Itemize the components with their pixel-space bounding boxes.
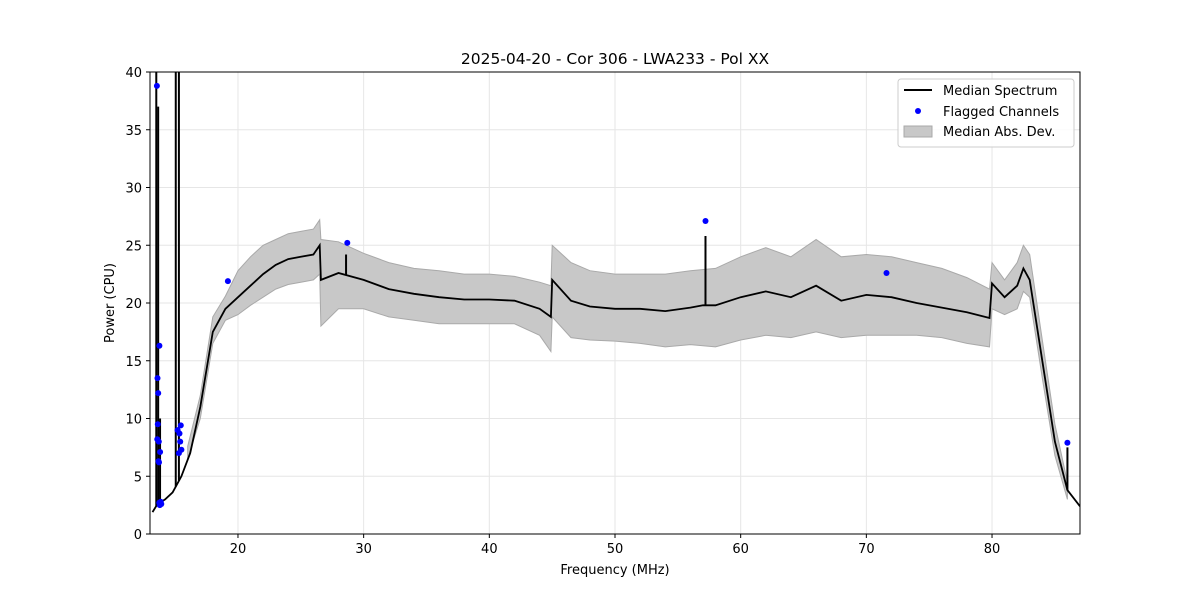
y-tick-label: 35	[125, 124, 142, 139]
flagged-point	[224, 278, 231, 285]
legend: Median Spectrum Flagged Channels Median …	[897, 78, 1075, 148]
flagged-point	[177, 422, 184, 429]
legend-band-swatch	[903, 125, 933, 138]
flagged-point	[155, 438, 162, 445]
flagged-point	[175, 450, 182, 457]
x-tick-label: 30	[355, 542, 372, 557]
y-tick-label: 0	[134, 528, 142, 543]
y-tick-label: 15	[125, 355, 142, 370]
legend-box	[897, 78, 1075, 148]
flagged-point	[702, 218, 709, 224]
y-axis: 0 5 10 15 20 25 30 35 40	[125, 66, 150, 543]
median-spectrum-path	[151, 242, 1080, 513]
flagged-point	[176, 430, 183, 437]
flagged-point	[156, 499, 163, 506]
flagged-point	[1064, 439, 1071, 446]
flagged-point	[153, 82, 160, 89]
x-tick-label: 50	[607, 542, 624, 557]
flagged-point	[155, 390, 162, 397]
y-tick-label: 40	[125, 66, 142, 81]
flagged-channels	[153, 82, 1071, 509]
flagged-point	[177, 438, 184, 445]
x-tick-label: 80	[984, 542, 1001, 557]
y-tick-label: 25	[125, 239, 142, 254]
x-tick-label: 20	[230, 542, 247, 557]
x-axis-label: Frequency (MHz)	[560, 563, 669, 578]
flagged-point	[156, 459, 162, 466]
flagged-point	[154, 375, 161, 382]
y-tick-label: 30	[125, 182, 142, 197]
mad-band-area	[187, 218, 1068, 500]
flagged-point	[157, 449, 164, 455]
legend-dot-swatch	[915, 108, 921, 114]
legend-label-mad: Median Abs. Dev.	[943, 125, 1055, 140]
legend-label-flagged: Flagged Channels	[943, 105, 1059, 120]
x-tick-label: 60	[732, 542, 749, 557]
x-tick-label: 40	[481, 542, 498, 557]
legend-label-median: Median Spectrum	[943, 84, 1057, 99]
chart-title: 2025-04-20 - Cor 306 - LWA233 - Pol XX	[461, 50, 770, 68]
flagged-point	[154, 421, 161, 428]
flagged-point	[156, 342, 163, 349]
x-tick-label: 70	[858, 542, 875, 557]
y-axis-label: Power (CPU)	[103, 263, 118, 343]
flagged-point	[344, 239, 351, 246]
median-spectrum-line	[151, 72, 1080, 513]
mad-band	[187, 218, 1068, 500]
y-tick-label: 20	[125, 297, 142, 312]
y-tick-label: 5	[134, 470, 142, 485]
x-axis: 20 30 40 50 60 70 80	[230, 534, 1001, 557]
y-tick-label: 10	[125, 413, 142, 428]
flagged-point	[883, 270, 890, 276]
